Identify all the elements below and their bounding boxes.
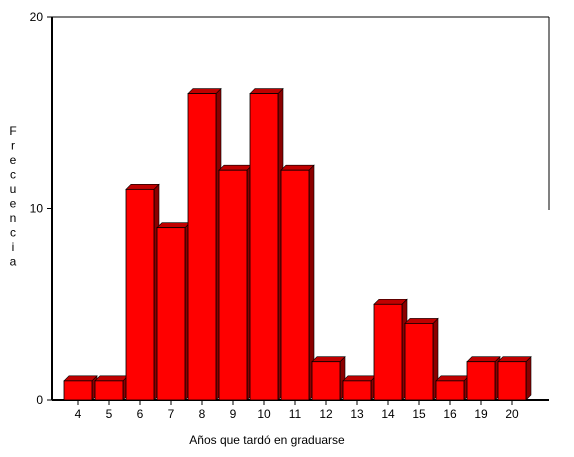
bar-12 (311, 355, 346, 401)
bar-top (435, 375, 470, 382)
x-tick-label: 8 (199, 407, 206, 421)
bar-front (311, 361, 341, 401)
x-axis-title: Años que tardó en graduarse (189, 433, 345, 447)
x-tick-label: 20 (505, 407, 519, 421)
bar-front (280, 169, 310, 401)
bar-top (373, 298, 408, 305)
x-tick-label: 13 (350, 407, 364, 421)
y-axis-ticks: 0 10 20 (30, 10, 52, 407)
x-tick-label: 16 (443, 407, 457, 421)
bars-group (63, 87, 532, 401)
bar-top (466, 356, 501, 363)
bar-19 (466, 355, 501, 401)
y-tick-label: 10 (30, 202, 44, 216)
y-tick-label: 0 (36, 393, 43, 407)
x-tick-label: 19 (474, 407, 488, 421)
x-tick-label: 4 (75, 407, 82, 421)
bar-10 (249, 87, 284, 401)
bar-front (156, 227, 186, 401)
bar-front (94, 380, 124, 401)
x-tick-label: 15 (412, 407, 426, 421)
bar-15 (404, 317, 439, 401)
bar-front (342, 380, 372, 401)
bar-top (125, 184, 160, 190)
bar-top (94, 375, 129, 382)
bar-14 (373, 298, 408, 401)
x-tick-label: 10 (257, 407, 271, 421)
bar-top (404, 318, 439, 324)
bar-top (218, 164, 253, 171)
y-axis-title-letter: n (10, 211, 17, 225)
bar-top (280, 164, 315, 171)
bar-6 (125, 183, 160, 401)
y-axis-title-letter: c (10, 168, 16, 182)
bar-front (218, 169, 248, 401)
bar-13 (342, 375, 377, 401)
bar-front (466, 361, 496, 401)
bar-front (63, 380, 93, 401)
x-tick-label: 5 (106, 407, 113, 421)
y-axis-title-letter: i (12, 240, 15, 254)
bar-11 (280, 164, 315, 401)
y-axis-title-letter: e (10, 153, 17, 167)
bar-7 (156, 221, 191, 401)
x-axis-ticks: 4 5 6 7 8 9 10 11 12 13 14 15 16 19 20 (75, 400, 519, 421)
bar-16 (435, 375, 470, 401)
bar-side (525, 355, 532, 401)
y-axis-title-letter: a (10, 255, 17, 269)
bar-front (125, 188, 155, 401)
y-axis-title-letter: e (10, 197, 17, 211)
bar-top (249, 88, 284, 94)
bar-top (156, 222, 191, 228)
bar-top (63, 375, 98, 382)
y-axis-title-letter: u (10, 182, 17, 196)
bar-top (497, 356, 532, 363)
y-axis-title-letter: F (9, 124, 16, 138)
bar-front (404, 322, 434, 401)
bar-front (497, 361, 527, 401)
bar-top (187, 88, 222, 94)
bar-20 (497, 355, 532, 401)
bar-front (187, 93, 217, 401)
bar-front (373, 303, 403, 401)
x-tick-label: 11 (289, 407, 302, 421)
y-axis-title-letter: c (10, 226, 16, 240)
bar-front (435, 380, 465, 401)
x-tick-label: 6 (137, 407, 144, 421)
bar-8 (187, 87, 222, 401)
bar-9 (218, 164, 253, 401)
bar-top (342, 375, 377, 382)
x-tick-label: 7 (168, 407, 175, 421)
x-tick-label: 9 (230, 407, 237, 421)
bar-5 (94, 375, 129, 401)
bar-top (311, 356, 346, 363)
x-tick-label: 12 (319, 407, 333, 421)
bar-4 (63, 375, 98, 401)
bar-front (249, 93, 279, 401)
y-tick-label: 20 (30, 10, 44, 24)
y-axis-title-letter: r (11, 139, 15, 153)
x-tick-label: 14 (381, 407, 395, 421)
